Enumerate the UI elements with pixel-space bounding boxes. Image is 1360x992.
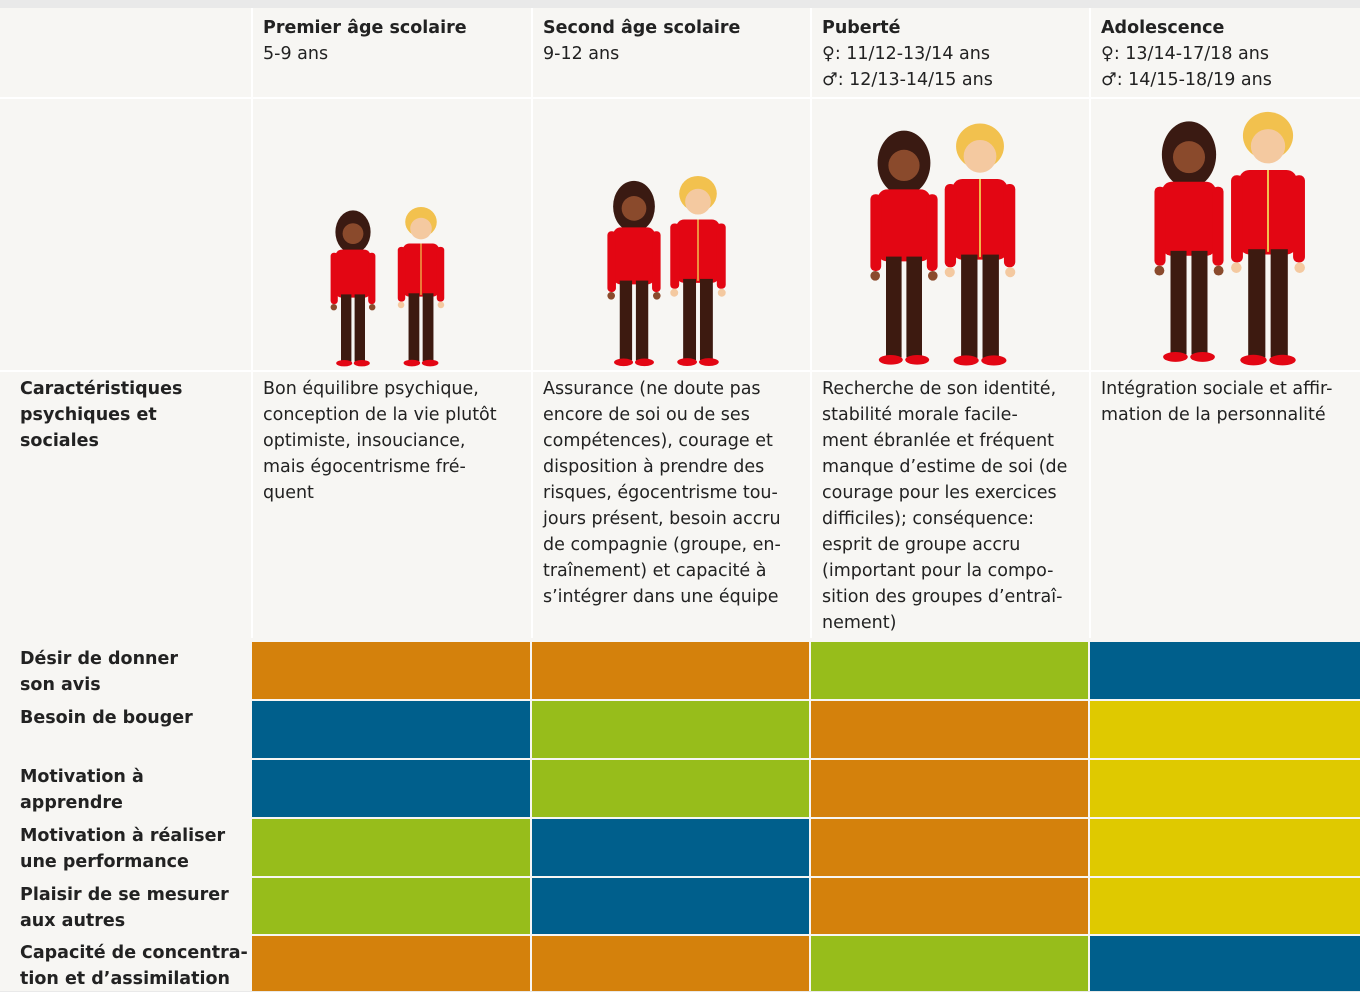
color-cell [1090, 642, 1360, 699]
cell-text: Assurance (ne doute pas encore de soi ou… [543, 376, 781, 610]
color-cell [811, 878, 1088, 934]
color-cell [532, 819, 809, 876]
color-cell [811, 819, 1088, 876]
column-subtitle: ♀: 11/12-13/14 ans ♂: 12/13-14/15 ans [822, 41, 993, 93]
cell-text: Intégration sociale et affir- mation de … [1101, 376, 1332, 428]
color-cell [252, 878, 530, 934]
color-cell [532, 642, 809, 699]
row-label: Plaisir de se mesurer aux autres [20, 882, 229, 934]
column-subtitle: 9-12 ans [543, 41, 619, 67]
color-cell [252, 936, 530, 991]
column-title: Second âge scolaire [543, 15, 740, 41]
column-subtitle: ♀: 13/14-17/18 ans ♂: 14/15-18/19 ans [1101, 41, 1272, 93]
color-cell [1090, 936, 1360, 991]
color-cell [532, 878, 809, 934]
divider [0, 370, 1360, 372]
color-cell [1090, 819, 1360, 876]
row-label: Motivation à apprendre [20, 764, 144, 816]
color-cell [252, 642, 530, 699]
cell-text: Bon équilibre psychique, conception de l… [263, 376, 497, 506]
page: Premier âge scolaire5-9 ans Second âge sc… [0, 0, 1360, 991]
row-label: Caractéristiques psychiques et sociales [20, 376, 182, 454]
color-cell [1090, 760, 1360, 817]
color-cell [1090, 701, 1360, 758]
color-cell [532, 760, 809, 817]
row-label: Motivation à réaliser une performance [20, 823, 225, 875]
color-cell [252, 819, 530, 876]
color-cell [811, 936, 1088, 991]
figures [0, 98, 1360, 370]
color-cell [1090, 878, 1360, 934]
column-title: Puberté [822, 15, 901, 41]
color-cell [811, 760, 1088, 817]
column-title: Adolescence [1101, 15, 1224, 41]
color-cell [811, 642, 1088, 699]
color-cell [532, 936, 809, 991]
color-cell [252, 701, 530, 758]
row-label: Besoin de bouger [20, 705, 193, 731]
row-label: Désir de donner son avis [20, 646, 178, 698]
color-cell [252, 760, 530, 817]
column-title: Premier âge scolaire [263, 15, 467, 41]
color-cell [811, 701, 1088, 758]
row-label: Capacité de concentra- tion et d’assimil… [20, 940, 248, 992]
column-subtitle: 5-9 ans [263, 41, 328, 67]
cell-text: Recherche de son identité, stabilité mor… [822, 376, 1067, 636]
color-cell [532, 701, 809, 758]
